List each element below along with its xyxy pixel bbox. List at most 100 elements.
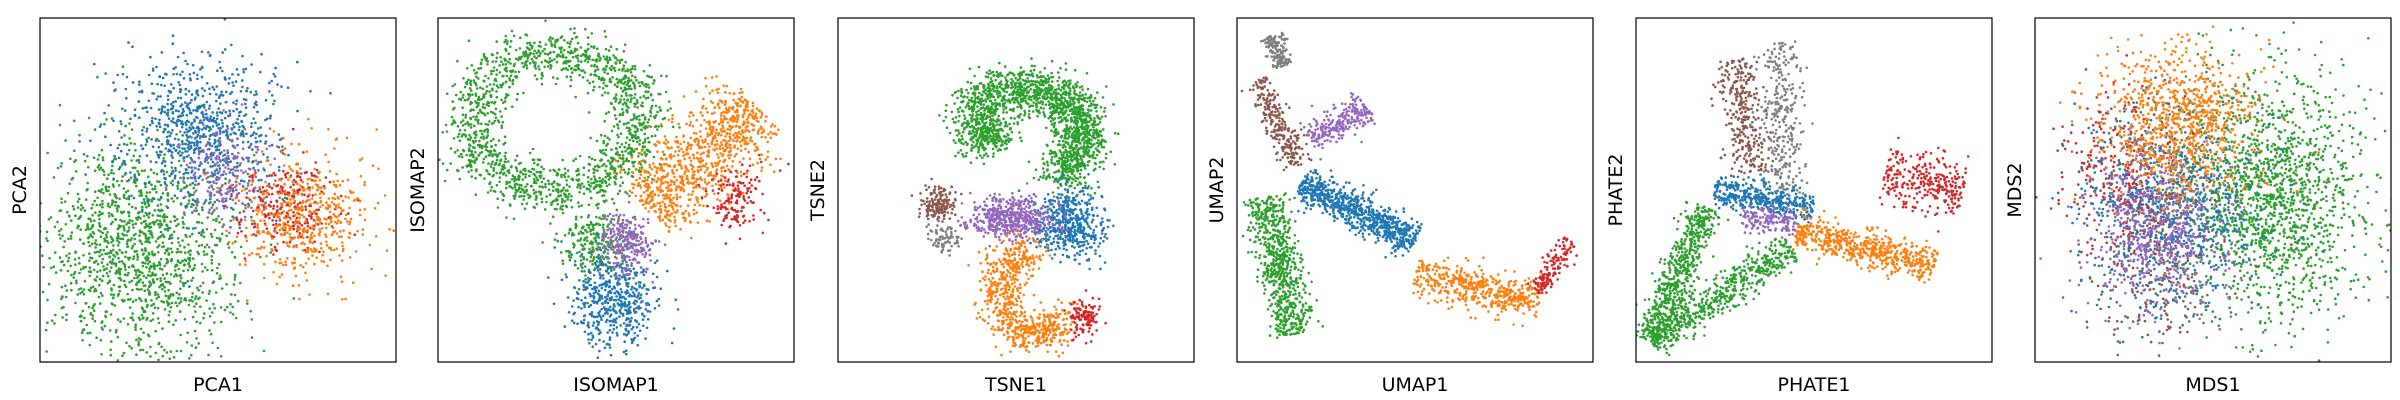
point	[178, 154, 182, 157]
point	[239, 281, 242, 285]
point	[590, 64, 593, 67]
point	[70, 231, 74, 234]
point	[152, 262, 156, 266]
point	[623, 101, 627, 104]
point	[174, 169, 177, 172]
point	[193, 183, 197, 187]
point	[140, 242, 144, 246]
point	[340, 259, 344, 263]
point	[633, 87, 637, 90]
point	[150, 198, 153, 202]
point	[495, 40, 499, 43]
point	[202, 235, 206, 239]
point	[320, 259, 323, 263]
point	[289, 167, 293, 171]
point	[629, 100, 632, 104]
point	[303, 229, 307, 232]
point	[190, 295, 194, 299]
point	[224, 172, 228, 176]
point	[107, 104, 110, 107]
point	[618, 120, 621, 123]
point	[219, 102, 222, 105]
point	[134, 298, 138, 302]
point	[209, 128, 213, 131]
point	[337, 205, 341, 209]
point	[641, 113, 644, 117]
point	[191, 211, 194, 214]
point	[569, 49, 573, 53]
point	[138, 154, 142, 158]
point	[157, 341, 161, 345]
point	[163, 348, 166, 352]
point	[606, 58, 609, 62]
point	[64, 295, 68, 299]
point	[119, 278, 123, 282]
point	[212, 181, 216, 185]
point	[641, 146, 645, 149]
point	[169, 131, 173, 135]
point	[339, 220, 343, 224]
point	[275, 200, 279, 203]
point	[459, 121, 463, 124]
point	[318, 218, 321, 222]
point	[255, 208, 258, 212]
point	[228, 77, 231, 80]
point	[278, 138, 282, 142]
point	[291, 284, 295, 288]
point	[555, 232, 558, 236]
point	[145, 154, 149, 157]
point	[611, 167, 615, 171]
point	[130, 247, 134, 250]
point	[108, 214, 111, 218]
point	[172, 100, 175, 104]
point	[209, 115, 213, 118]
point	[605, 65, 608, 68]
point	[585, 230, 589, 234]
point	[197, 252, 201, 256]
point	[126, 390, 129, 393]
point	[470, 165, 473, 168]
point	[231, 152, 234, 156]
point	[147, 175, 150, 178]
point	[25, 285, 28, 288]
point	[89, 331, 92, 335]
point	[296, 227, 299, 231]
point	[251, 180, 254, 184]
point	[217, 262, 221, 266]
point	[559, 36, 563, 39]
point	[119, 225, 122, 228]
point	[309, 204, 313, 208]
point	[244, 113, 248, 116]
point	[176, 55, 180, 59]
point	[175, 304, 179, 308]
point	[601, 164, 604, 167]
point	[625, 104, 629, 108]
point	[155, 65, 158, 69]
point	[212, 218, 215, 222]
point	[626, 81, 630, 84]
point	[578, 154, 582, 158]
point	[284, 217, 288, 220]
point	[610, 164, 613, 168]
point	[509, 62, 512, 65]
point	[596, 202, 600, 206]
point	[508, 78, 512, 82]
point	[627, 87, 631, 90]
point	[238, 111, 241, 114]
point	[229, 311, 232, 314]
point	[183, 101, 187, 104]
point	[201, 178, 204, 182]
point	[514, 57, 518, 61]
point	[197, 156, 201, 160]
point	[126, 292, 129, 296]
point	[603, 134, 607, 138]
point	[619, 87, 623, 90]
point	[234, 316, 238, 320]
point	[111, 258, 115, 261]
point	[110, 203, 114, 206]
point	[277, 169, 281, 172]
point	[260, 52, 263, 56]
point	[464, 135, 468, 138]
point	[218, 151, 222, 155]
point	[134, 328, 137, 332]
